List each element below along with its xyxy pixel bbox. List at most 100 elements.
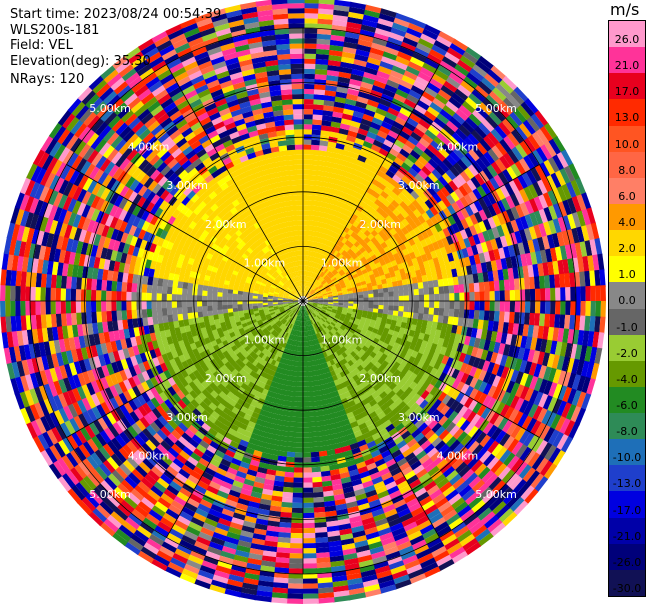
range-gate: [400, 489, 415, 500]
range-gate: [408, 478, 422, 490]
range-gate: [463, 136, 477, 150]
range-gate: [345, 315, 351, 320]
range-gate: [408, 535, 425, 547]
range-gate: [315, 338, 320, 345]
range-gate: [417, 155, 429, 167]
range-gate: [332, 493, 345, 501]
range-gate: [324, 312, 330, 317]
range-gate: [423, 260, 430, 269]
range-gate: [525, 417, 537, 434]
range-gate: [338, 435, 349, 443]
range-gate: [336, 462, 348, 470]
range-gate: [309, 282, 313, 288]
range-gate: [321, 341, 326, 348]
range-gate: [564, 273, 571, 289]
range-gate: [315, 53, 331, 61]
range-gate: [301, 583, 319, 589]
range-gate: [362, 290, 369, 295]
range-gate: [339, 66, 354, 74]
range-gate: [373, 32, 391, 43]
range-gate: [306, 271, 310, 277]
range-gate: [538, 313, 546, 328]
range-gate: [320, 317, 326, 323]
range-gate: [589, 239, 598, 257]
range-gate: [493, 248, 501, 262]
range-gate: [331, 290, 338, 294]
range-gate: [520, 253, 528, 268]
range-gate: [358, 262, 365, 269]
range-gate: [461, 538, 479, 552]
range-gate: [402, 37, 420, 48]
range-gate: [433, 360, 442, 371]
range-gate: [316, 321, 321, 327]
range-gate: [523, 186, 535, 202]
range-gate: [309, 431, 318, 438]
range-gate: [307, 315, 311, 321]
range-gate: [345, 501, 358, 509]
range-gate: [510, 369, 520, 384]
range-gate: [345, 166, 355, 174]
range-gate: [406, 335, 414, 344]
range-gate: [590, 222, 600, 241]
range-gate: [493, 311, 500, 323]
range-gate: [353, 241, 361, 248]
range-gate: [412, 208, 422, 219]
range-gate: [339, 123, 351, 131]
range-gate: [418, 247, 426, 257]
range-gate: [446, 120, 460, 133]
range-gate: [325, 85, 339, 92]
range-gate: [314, 542, 329, 549]
range-gate: [347, 293, 354, 297]
range-gate: [565, 404, 577, 422]
range-gate: [503, 279, 510, 292]
range-gate: [339, 159, 349, 167]
range-gate: [336, 404, 345, 412]
range-gate: [376, 130, 389, 140]
range-gate: [522, 348, 531, 363]
range-gate: [519, 229, 528, 244]
range-gate: [473, 368, 483, 380]
range-gate: [336, 276, 343, 281]
range-gate: [462, 51, 480, 65]
range-gate: [326, 290, 332, 294]
range-gate: [405, 323, 412, 331]
range-gate: [499, 101, 515, 117]
range-gate: [362, 14, 381, 24]
range-gate: [478, 102, 494, 117]
range-gate: [325, 311, 331, 315]
range-gate: [350, 357, 358, 365]
range-gate: [528, 312, 535, 327]
range-gate: [392, 310, 399, 317]
range-gate: [401, 279, 408, 286]
range-gate: [363, 436, 375, 445]
range-gate: [328, 301, 334, 303]
range-gate: [365, 62, 381, 71]
range-gate: [303, 230, 308, 236]
range-gate: [318, 201, 325, 208]
range-gate: [349, 78, 363, 87]
range-gate: [344, 31, 362, 40]
range-gate: [338, 241, 345, 249]
range-gate: [519, 485, 535, 502]
range-gate: [483, 514, 499, 530]
range-gate: [355, 268, 362, 274]
range-gate: [394, 409, 405, 420]
range-gate: [514, 427, 526, 443]
range-gate: [528, 362, 538, 378]
range-gate: [318, 284, 323, 289]
range-gate: [427, 349, 435, 360]
range-gate: [348, 303, 354, 307]
range-gate: [303, 205, 309, 211]
range-gate: [312, 329, 316, 335]
range-gate: [435, 477, 450, 490]
range-gate: [313, 527, 328, 533]
range-gate: [411, 257, 419, 266]
range-gate: [551, 354, 560, 371]
range-gate: [381, 278, 388, 285]
range-gate: [304, 291, 308, 297]
range-gate: [320, 470, 331, 477]
range-gate: [451, 324, 458, 335]
range-gate: [444, 261, 452, 272]
range-gate: [336, 286, 342, 291]
range-gate: [314, 322, 319, 329]
